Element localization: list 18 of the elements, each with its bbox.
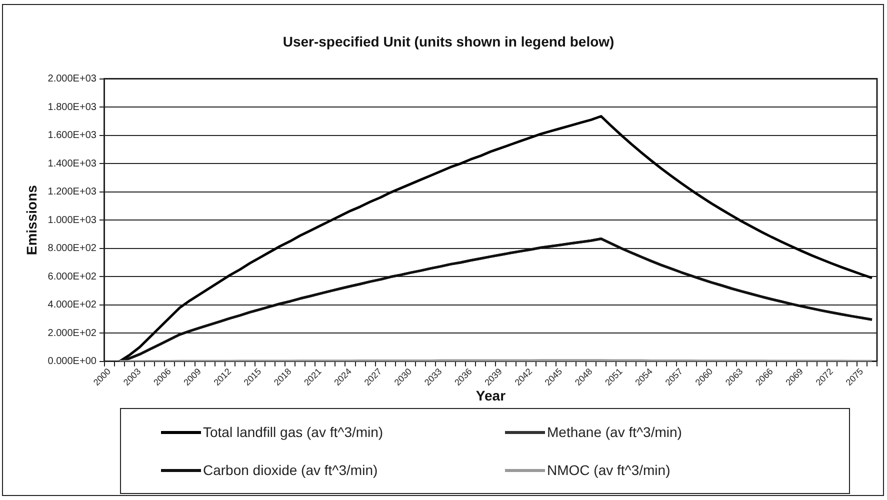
legend-label: Methane (av ft^3/min) [547,424,682,440]
legend-label: NMOC (av ft^3/min) [547,462,670,478]
legend-label: Carbon dioxide (av ft^3/min) [203,462,378,478]
x-axis-title: Year [476,387,506,404]
y-axis-title: Emissions [23,184,40,256]
y-tick-label: 2.000E+02 [48,328,97,339]
y-tick-label: 1.000E+03 [48,214,97,226]
y-tick-label: 1.200E+03 [48,186,97,198]
y-tick-label: 2.000E+03 [48,74,97,85]
y-tick-label: 6.000E+02 [48,271,97,282]
chart-title: User-specified Unit (units shown in legend below) [282,33,614,50]
y-tick-label: 8.000E+02 [48,243,97,254]
y-tick-label: 1.800E+03 [48,102,97,113]
y-tick-label: 1.400E+03 [48,158,97,170]
y-tick-label: 0.000E+00 [48,356,97,368]
legend-label: Total landfill gas (av ft^3/min) [203,424,384,440]
y-tick-label: 4.000E+02 [48,300,97,311]
y-tick-label: 1.600E+03 [48,130,97,142]
